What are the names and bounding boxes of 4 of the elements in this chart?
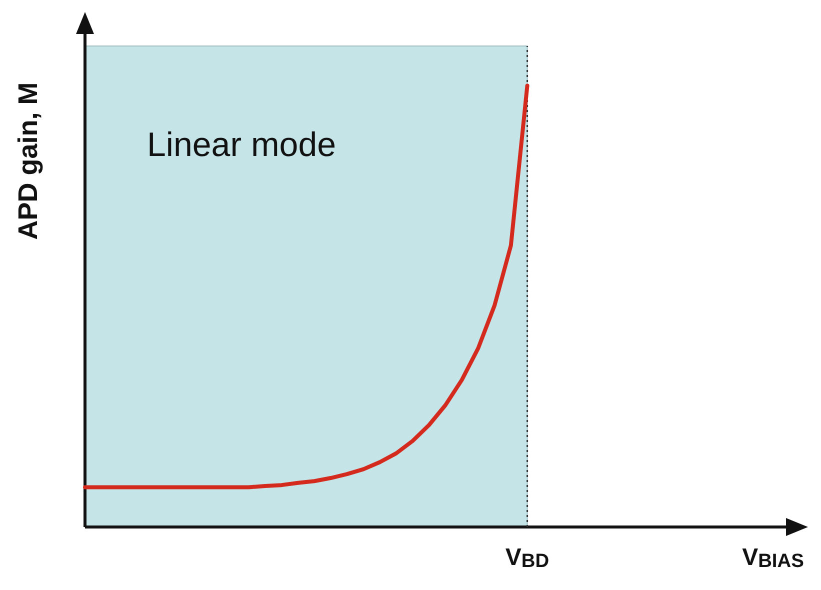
annotation: Linear mode bbox=[147, 126, 336, 164]
x-tick-label: V$_{BIAS}$ bbox=[742, 544, 804, 572]
y-axis-title: APD gain, M bbox=[13, 82, 43, 240]
x-tick-label: V$_{BD}$ bbox=[505, 544, 550, 572]
